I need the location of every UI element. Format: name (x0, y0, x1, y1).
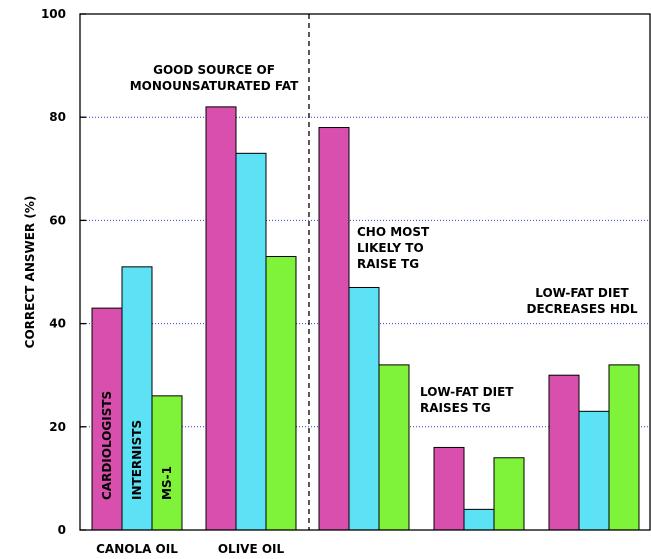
category-label: CANOLA OIL (96, 542, 178, 556)
y-tick-labels: 0 20 40 60 80 100 (41, 7, 86, 537)
plot-frame (79, 13, 651, 531)
bar (493, 457, 525, 531)
bar (235, 152, 267, 531)
bar-group (433, 446, 525, 531)
bar (578, 410, 610, 531)
bar (91, 307, 123, 531)
series-label: CARDIOLOGISTS (100, 391, 114, 500)
series-label: INTERNISTS (130, 420, 144, 500)
bar (348, 286, 380, 531)
y-tick-label: 40 (49, 317, 66, 331)
series-labels: CARDIOLOGISTS INTERNISTS MS-1 (100, 391, 174, 500)
y-tick-label: 20 (49, 420, 66, 434)
bar (378, 364, 410, 531)
bar (265, 256, 297, 531)
annotation: CHO MOST LIKELY TO RAISE TG (357, 225, 430, 271)
bar (608, 364, 640, 531)
bar (318, 127, 350, 531)
axes (79, 13, 651, 531)
bars (91, 106, 640, 531)
category-label: OLIVE OIL (218, 542, 285, 556)
y-axis-label: CORRECT ANSWER (%) (23, 196, 37, 349)
y-tick-label: 80 (49, 110, 66, 124)
y-tick-label: 100 (41, 7, 66, 21)
y-tick-label: 60 (49, 213, 66, 227)
bar-group (548, 364, 640, 531)
category-labels: CANOLA OIL OLIVE OIL (96, 542, 284, 556)
annotation: LOW-FAT DIET DECREASES HDL (527, 286, 638, 316)
bar (463, 508, 495, 531)
bar (548, 374, 580, 531)
annotation: LOW-FAT DIET RAISES TG (420, 385, 514, 415)
bar (433, 446, 465, 531)
bar (205, 106, 237, 531)
series-label: MS-1 (160, 466, 174, 500)
y-tick-label: 0 (58, 523, 66, 537)
bar-group (318, 127, 410, 531)
annotations: GOOD SOURCE OF MONOUNSATURATED FAT CHO MOS… (130, 63, 638, 415)
bar-group (205, 106, 297, 531)
bar (151, 395, 183, 531)
annotation: GOOD SOURCE OF MONOUNSATURATED FAT (130, 63, 299, 93)
